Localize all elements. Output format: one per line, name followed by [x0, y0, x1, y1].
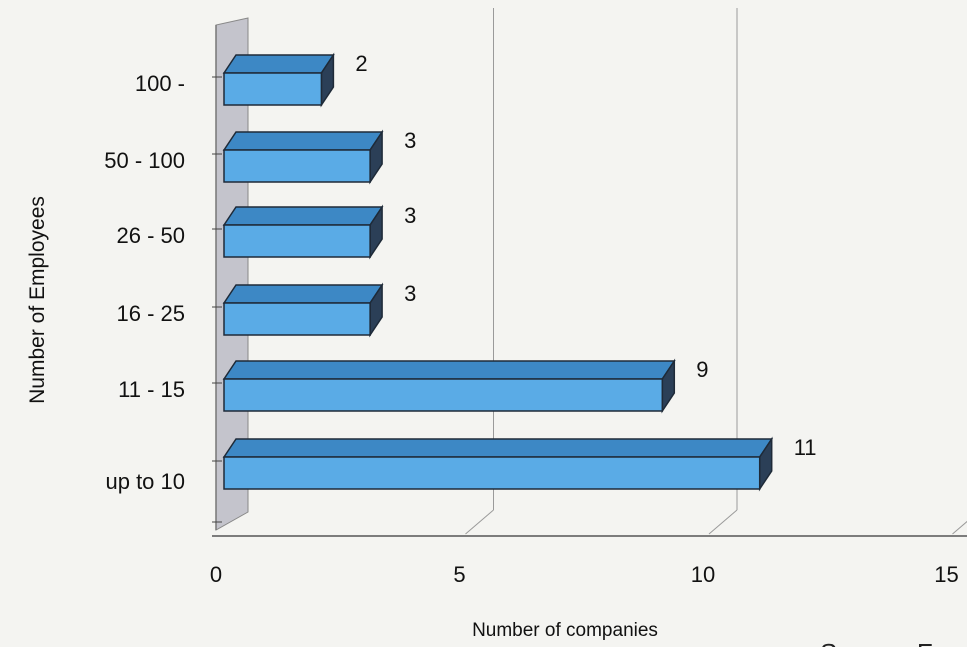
- bar-50-100: [222, 129, 384, 185]
- bar-top-face: [222, 360, 676, 380]
- data-label: 9: [696, 357, 708, 382]
- floor-gridline: [952, 520, 967, 535]
- bar-upto10: [222, 436, 774, 492]
- x-axis-title: Number of companies: [472, 620, 658, 641]
- source-note: Source: F: [820, 638, 933, 647]
- bar-11-15: [222, 358, 676, 414]
- bar-front-face: [223, 72, 323, 106]
- y-axis-title: Number of Employees: [26, 196, 49, 404]
- bar-top-face: [222, 438, 774, 458]
- x-tick-label: 0: [210, 562, 222, 587]
- label-layer: up to 10 11 11 - 15 9 16 - 25 3 26 - 50 3 50 - 1…: [104, 51, 958, 587]
- floor-gridline: [465, 509, 494, 535]
- y-tick-label: 26 - 50: [117, 223, 186, 248]
- x-tick-label: 5: [453, 562, 465, 587]
- bar-26-50: [222, 204, 384, 260]
- x-tick-label: 15: [934, 562, 958, 587]
- data-label: 11: [794, 435, 817, 460]
- data-label: 3: [404, 128, 416, 153]
- bar-top-face: [222, 206, 384, 226]
- data-label: 2: [355, 51, 367, 76]
- y-tick-label: up to 10: [105, 469, 185, 494]
- bar-top-face: [222, 284, 384, 304]
- x-tick-label: 10: [691, 562, 715, 587]
- bar-top-face: [222, 54, 335, 74]
- bar-front-face: [223, 149, 371, 183]
- bar-front-face: [223, 224, 371, 258]
- bar-front-face: [223, 302, 371, 336]
- y-tick-label: 11 - 15: [118, 377, 185, 402]
- floor-gridline: [708, 509, 738, 535]
- bar-front-face: [223, 378, 664, 412]
- bar-front-face: [223, 456, 761, 490]
- y-tick-label: 16 - 25: [117, 301, 186, 326]
- y-tick-label: 50 - 100: [104, 148, 185, 173]
- data-label: 3: [404, 203, 416, 228]
- bar-layer: [222, 52, 774, 492]
- bar-top-face: [222, 131, 384, 151]
- y-tick-label: 100 -: [135, 71, 185, 96]
- bar-16-25: [222, 282, 384, 338]
- bar-100-: [222, 52, 335, 108]
- data-label: 3: [404, 281, 416, 306]
